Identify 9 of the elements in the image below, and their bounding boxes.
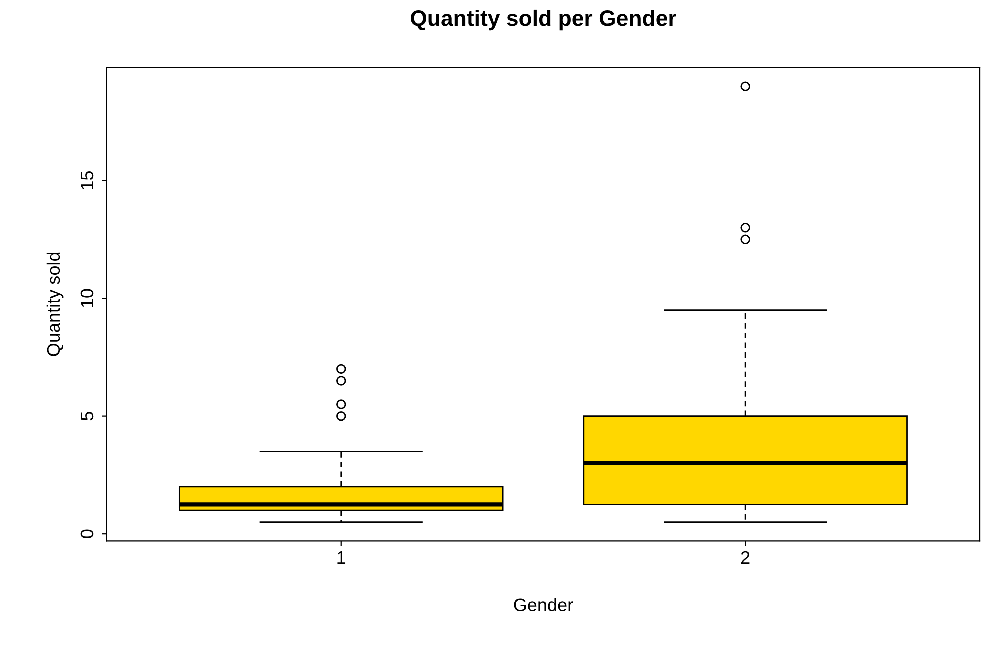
x-tick-label: 1 — [338, 552, 346, 564]
y-axis-title: Quantity sold — [46, 252, 64, 356]
y-tick-label: 15 — [81, 171, 94, 190]
x-axis-title: Gender — [514, 598, 574, 612]
x-tick-label: 2 — [741, 551, 750, 564]
y-tick-label: 5 — [81, 412, 94, 421]
y-tick-label: 0 — [80, 530, 94, 538]
chart-title: Quantity sold per Gender — [411, 10, 677, 31]
y-tick-label: 10 — [80, 289, 94, 308]
